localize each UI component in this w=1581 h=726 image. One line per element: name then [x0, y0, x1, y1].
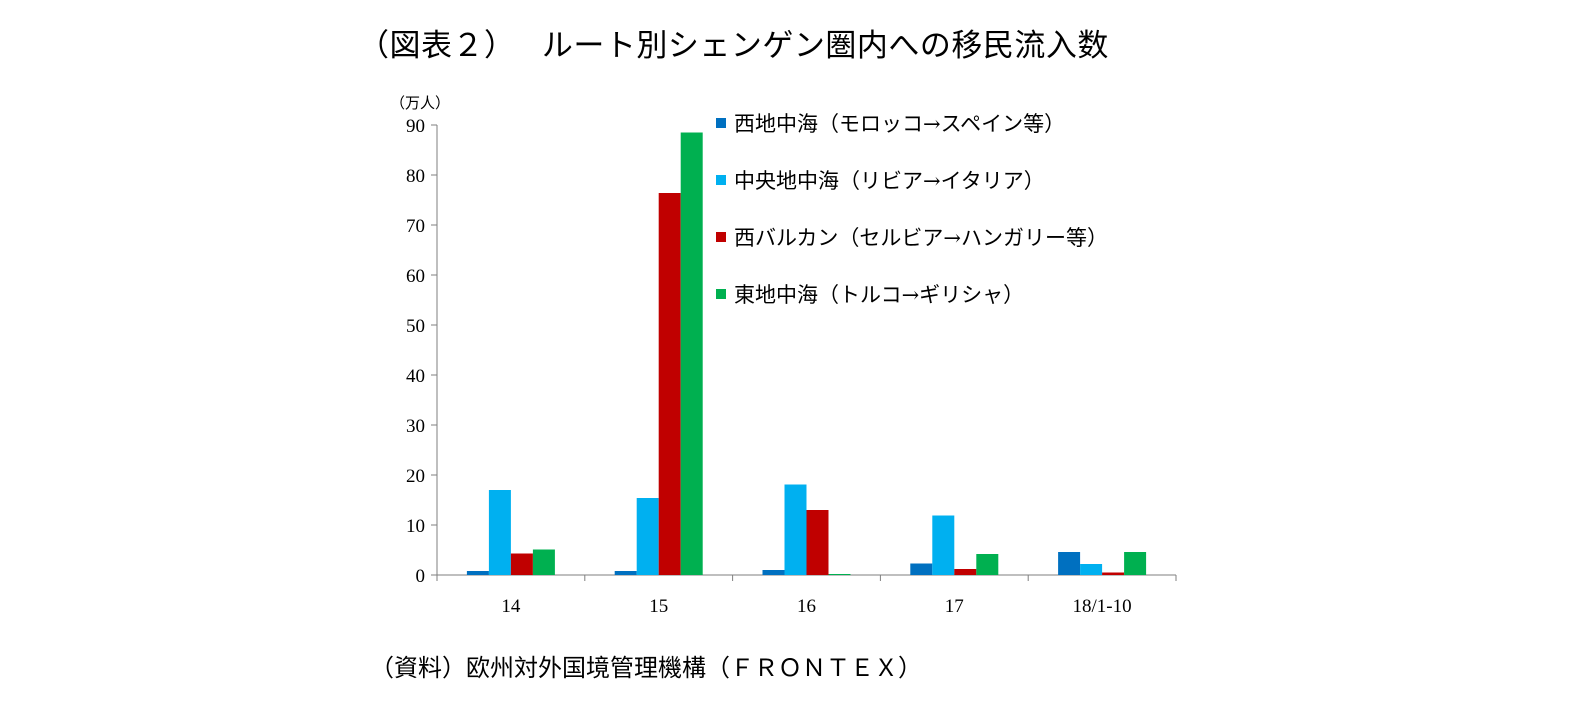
y-tick-label: 30	[406, 416, 425, 437]
x-tick-label: 16	[797, 596, 816, 617]
bar	[954, 569, 977, 575]
legend-swatch	[716, 289, 726, 299]
bar	[680, 132, 703, 575]
x-axis: 14 15 16 17 18/1-10	[436, 574, 1177, 617]
y-tick-label: 80	[406, 166, 425, 187]
x-tick-label: 18/1-10	[1073, 596, 1132, 617]
bar	[636, 498, 659, 575]
y-tick-label: 50	[406, 316, 425, 337]
x-tick-label: 17	[945, 596, 964, 617]
bar	[1124, 552, 1147, 575]
y-tick-label: 40	[406, 366, 425, 387]
bar	[828, 574, 851, 575]
legend-swatch	[716, 118, 726, 128]
bar	[976, 554, 999, 575]
legend-swatch	[716, 175, 726, 185]
legend-label: 西バルカン（セルビア→ハンガリー等）	[734, 226, 1108, 250]
y-axis: 0 10 20 30 40 50 60 70 80 90	[406, 116, 438, 587]
bar	[1102, 572, 1125, 575]
x-tick-label: 15	[649, 596, 668, 617]
y-unit-label: （万人）	[390, 94, 450, 112]
bar	[784, 484, 807, 575]
y-tick-label: 60	[406, 266, 425, 287]
bar	[910, 563, 933, 575]
bar	[1080, 564, 1103, 575]
legend-label: 中央地中海（リビア→イタリア）	[734, 169, 1045, 193]
bar	[532, 549, 555, 575]
figure-title: （図表２） ルート別シェンゲン圏内への移民流入数	[358, 28, 1109, 64]
bar	[806, 510, 829, 575]
legend-label: 東地中海（トルコ→ギリシャ）	[734, 283, 1024, 307]
bar	[488, 490, 511, 575]
bar	[614, 571, 637, 575]
legend-label: 西地中海（モロッコ→スペイン等）	[734, 112, 1065, 136]
y-tick-label: 20	[406, 466, 425, 487]
source-note: （資料）欧州対外国境管理機構（ＦＲＯＮＴＥＸ）	[370, 654, 922, 682]
legend-swatch	[716, 232, 726, 242]
y-tick-label: 90	[406, 116, 425, 137]
y-tick-label: 70	[406, 216, 425, 237]
bar	[1058, 552, 1081, 575]
y-tick-label: 10	[406, 516, 425, 537]
bar	[932, 515, 955, 575]
bar	[510, 553, 533, 575]
y-tick-label: 0	[416, 566, 426, 587]
legend: 西地中海（モロッコ→スペイン等） 中央地中海（リビア→イタリア） 西バルカン（セルビ…	[716, 112, 1108, 307]
bar	[466, 571, 489, 575]
x-tick-label: 14	[501, 596, 521, 617]
bars	[466, 132, 1147, 575]
bar	[658, 193, 681, 575]
bar	[762, 570, 785, 575]
